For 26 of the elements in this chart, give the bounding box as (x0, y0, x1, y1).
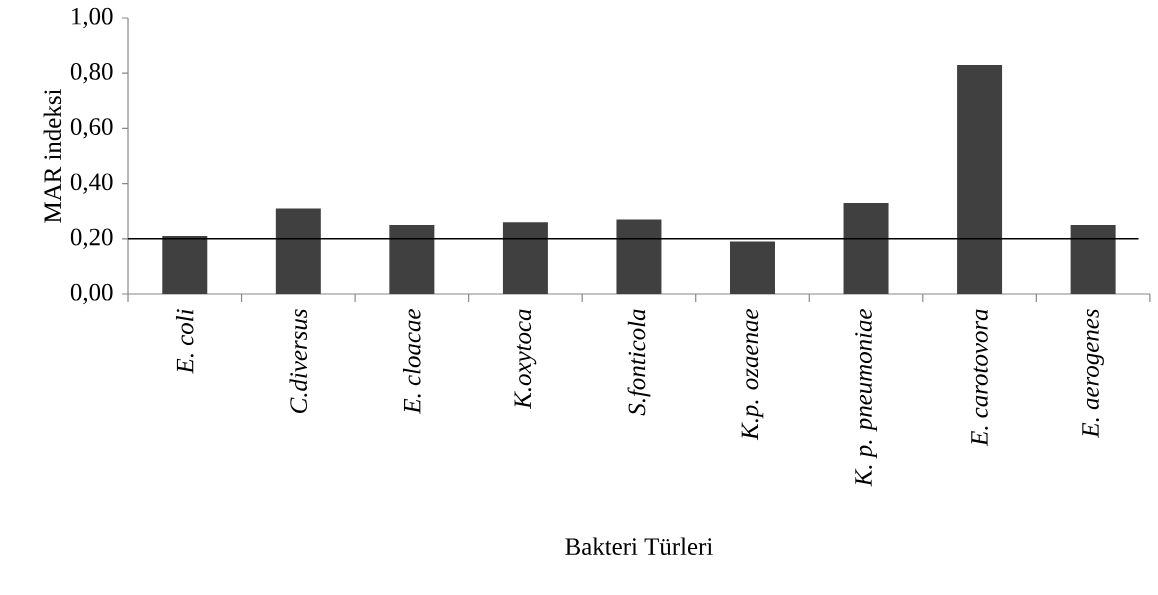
bar (1070, 224, 1116, 294)
bar (162, 236, 208, 294)
y-tick-label: 0,20 (70, 228, 113, 249)
bar (730, 241, 775, 294)
x-tick-label: E. aerogenes (1082, 309, 1104, 438)
x-tick-label: K.oxytoca (514, 309, 537, 410)
y-tick-label: 1,00 (72, 7, 113, 29)
x-tick-label: S.fonticola (627, 309, 651, 416)
bar (502, 222, 548, 294)
y-tick-label: 0,40 (70, 173, 113, 194)
x-tick-label: E. carotovora (971, 309, 988, 447)
bar (957, 64, 1003, 294)
x-tick-label: C.diversus (289, 309, 308, 413)
x-axis-title: Bakteri Türleri (565, 537, 713, 556)
x-tick-label: E. coli (175, 309, 194, 374)
bar (843, 202, 889, 294)
bar (616, 219, 662, 294)
bar (275, 208, 321, 294)
x-tick-label: K.p. ozaenae (741, 309, 764, 441)
bar (389, 224, 435, 294)
y-tick-label: 0,00 (70, 283, 113, 305)
y-tick-label: 0,60 (70, 118, 113, 139)
y-tick-label: 0,80 (70, 62, 113, 84)
x-tick-label: K. p. pneumoniae (855, 309, 877, 487)
y-axis-title: MAR indeksi (43, 89, 62, 223)
x-tick-label: E. cloacae (403, 309, 421, 414)
